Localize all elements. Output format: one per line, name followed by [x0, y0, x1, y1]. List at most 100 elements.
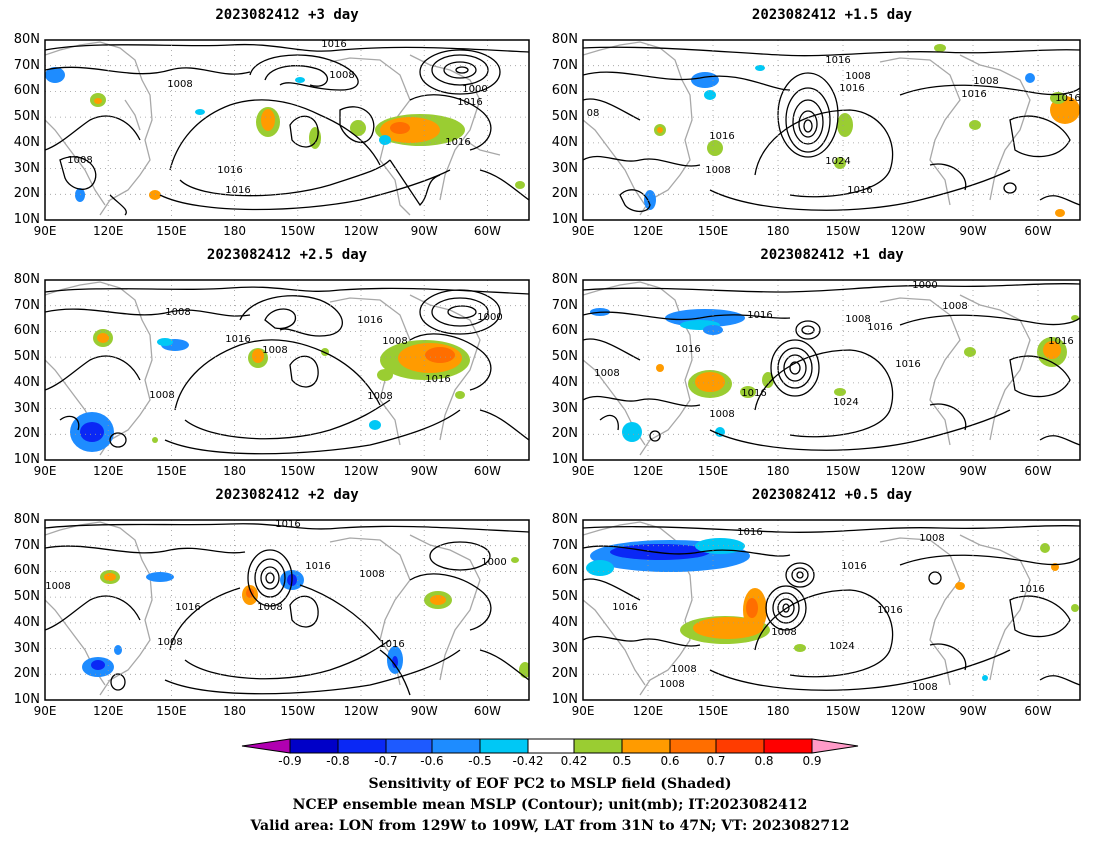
lat-tick: 30N [551, 640, 578, 656]
lat-tick: 40N [13, 134, 40, 150]
contour-label: 1016 [321, 39, 346, 50]
lat-tick: 30N [13, 640, 40, 656]
lat-tick: 50N [551, 349, 578, 365]
contour-label: 1008 [771, 627, 796, 638]
sensitivity-shading [644, 44, 1080, 217]
coastlines [583, 521, 1031, 696]
lon-tick: 150W [825, 464, 861, 478]
lat-tick: 70N [551, 297, 578, 313]
colorbar-label: -0.6 [420, 754, 444, 768]
lat-tick: 30N [551, 400, 578, 416]
colorbar [241, 738, 859, 754]
contour-label: 1000 [912, 280, 937, 291]
colorbar-label: -0.8 [326, 754, 350, 768]
lon-tick: 120E [92, 464, 124, 478]
lon-tick: 60W [473, 704, 501, 718]
lat-tick: 80N [13, 272, 40, 287]
contour-label: 1016 [841, 561, 866, 572]
contour-label: 1008 [157, 637, 182, 648]
contour-label: 1016 [1019, 584, 1044, 595]
lon-tick: 90E [33, 464, 57, 478]
grid-lines [583, 280, 1080, 460]
lat-tick: 30N [551, 160, 578, 176]
map-frame [44, 39, 530, 221]
colorbar-swatch [289, 738, 339, 754]
lat-tick: 20N [13, 426, 40, 442]
mslp-contours [583, 282, 1080, 451]
contour-label: 1000 [462, 84, 487, 95]
contour-label: 1008 [329, 70, 354, 81]
lon-tick: 60W [1024, 224, 1052, 238]
lat-tick: 70N [13, 537, 40, 553]
lon-tick: 150E [697, 704, 729, 718]
mslp-contours [45, 523, 529, 696]
contour-label: 1016 [895, 359, 920, 370]
contour-label: 1016 [379, 639, 404, 650]
lon-tick: 90W [959, 704, 987, 718]
lat-tick: 10N [551, 452, 578, 467]
colorbar-label: -0.42 [512, 754, 544, 768]
lon-tick: 180 [766, 704, 790, 718]
colorbar-swatch [811, 738, 859, 754]
panel-title: 2023082412 +1.5 day [751, 7, 913, 23]
lat-tick: 10N [13, 212, 40, 227]
map-frame [44, 519, 530, 701]
colorbar-label: -0.7 [374, 754, 398, 768]
lon-tick: 90W [959, 464, 987, 478]
contour-label: 1024 [829, 641, 854, 652]
lat-tick: 10N [551, 212, 578, 227]
caption-line-2: NCEP ensemble mean MSLP (Contour); unit(… [292, 797, 808, 813]
contour-label: 1008 [671, 664, 696, 675]
map-panel-4 [582, 279, 1081, 461]
lat-tick: 10N [551, 692, 578, 707]
colorbar-swatch [527, 738, 575, 754]
contour-label: 1008 [367, 391, 392, 402]
lat-tick: 40N [551, 614, 578, 630]
lat-tick: 50N [13, 589, 40, 605]
panel-title: 2023082412 +2.5 day [206, 247, 368, 263]
panel-title: 2023082412 +3 day [215, 7, 359, 23]
contour-label: 1008 [257, 602, 282, 613]
lat-tick: 80N [551, 512, 578, 527]
map-frame [44, 279, 530, 461]
lat-tick: 20N [551, 666, 578, 682]
lat-tick: 60N [13, 563, 40, 579]
lon-tick: 60W [1024, 464, 1052, 478]
colorbar-label: -0.9 [278, 754, 302, 768]
lon-tick: 120W [890, 224, 926, 238]
contour-label: 1008 [594, 368, 619, 379]
lon-tick: 120W [890, 464, 926, 478]
lon-tick: 90W [959, 224, 987, 238]
lat-tick: 80N [551, 272, 578, 287]
lon-tick: 60W [473, 224, 501, 238]
lon-tick: 120W [343, 224, 379, 238]
lat-tick: 80N [13, 32, 40, 47]
lon-tick: 90W [410, 224, 438, 238]
contour-label: 1016 [275, 519, 300, 530]
colorbar-swatch [385, 738, 433, 754]
grid-lines [583, 520, 1080, 700]
colorbar-swatch [479, 738, 529, 754]
lon-tick: 120E [632, 704, 664, 718]
colorbar-swatch [669, 738, 717, 754]
lon-tick: 180 [223, 704, 247, 718]
map-panel-2 [582, 39, 1081, 221]
sensitivity-shading [45, 67, 525, 202]
lon-tick: 180 [223, 224, 247, 238]
lon-tick: 120E [632, 464, 664, 478]
contour-label: 1016 [825, 55, 850, 66]
colorbar-swatch [241, 738, 291, 754]
caption-line-1: Sensitivity of EOF PC2 to MSLP field (Sh… [368, 776, 732, 792]
lat-tick: 40N [551, 134, 578, 150]
lon-tick: 60W [473, 464, 501, 478]
coastlines [45, 41, 501, 216]
contour-label: 1016 [445, 137, 470, 148]
mslp-contours [583, 46, 1080, 213]
lat-tick: 50N [13, 349, 40, 365]
lat-tick: 50N [551, 109, 578, 125]
map-frame [582, 279, 1081, 461]
lat-tick: 30N [13, 160, 40, 176]
contour-label: 1024 [825, 156, 850, 167]
contour-label: 1016 [839, 83, 864, 94]
lat-tick: 70N [13, 57, 40, 73]
